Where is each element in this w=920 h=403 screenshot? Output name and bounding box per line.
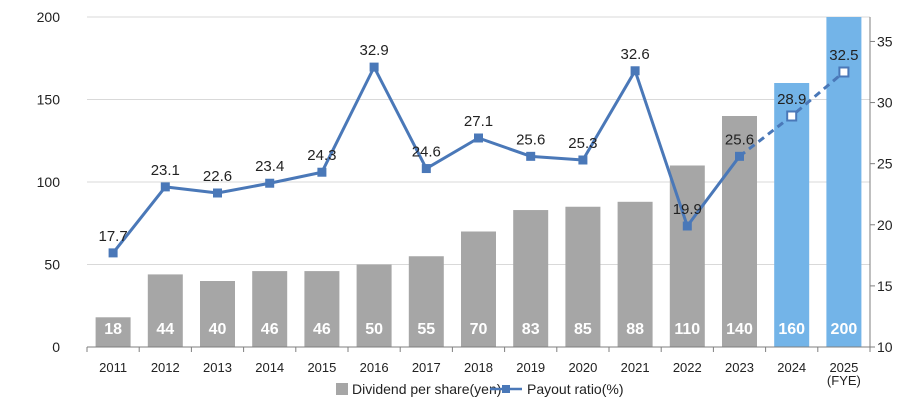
- x-axis-tick-label-2025: 2025: [829, 360, 858, 375]
- payout-value-label-2012: 23.1: [151, 162, 180, 179]
- payout-value-label-2021: 32.6: [620, 46, 649, 63]
- right-axis-tick-label: 25: [877, 156, 893, 172]
- payout-value-label-2024: 28.9: [777, 91, 806, 108]
- x-axis-tick-label-2023: 2023: [725, 360, 754, 375]
- payout-value-label-2020: 25.3: [568, 135, 597, 152]
- payout-value-label-2015: 24.3: [307, 147, 336, 164]
- payout-value-label-2013: 22.6: [203, 168, 232, 185]
- bar-value-label-2024: 160: [778, 321, 805, 338]
- payout-value-label-2025: 32.5: [829, 47, 858, 64]
- data-labels: 18 44 40 46 46 50 55 70 83 85 88 110 140 160 200 17.7 23…: [98, 42, 858, 338]
- bar-2017: [408, 256, 444, 347]
- payout-point-2015: [317, 167, 327, 177]
- bar-value-label-2018: 70: [470, 321, 488, 338]
- payout-point-2016: [369, 62, 379, 72]
- legend-label-dividend: Dividend per share(yen): [352, 381, 501, 397]
- x-axis-tick-label-2022: 2022: [673, 360, 702, 375]
- payout-value-label-2014: 23.4: [255, 158, 284, 175]
- legend-swatch-dividend: [336, 383, 348, 395]
- payout-point-2023: [735, 151, 744, 161]
- payout-value-label-2022: 19.9: [673, 201, 702, 218]
- legend-label-payout: Payout ratio(%): [527, 381, 623, 397]
- bar-value-label-2017: 55: [417, 321, 435, 338]
- x-axis-tick-label-2020: 2020: [568, 360, 597, 375]
- bar-2011: [95, 317, 131, 347]
- payout-point-2021: [630, 66, 640, 76]
- bar-2019: [513, 210, 549, 347]
- payout-point-2011: [108, 248, 118, 258]
- payout-value-label-2019: 25.6: [516, 131, 545, 148]
- payout-ratio-line: [108, 62, 850, 258]
- x-axis-tick-label-2011: 2011: [99, 360, 127, 375]
- legend-swatch-payout-marker: [502, 385, 510, 393]
- bar-value-label-2022: 110: [674, 321, 700, 338]
- bar-value-label-2014: 46: [261, 321, 279, 338]
- x-axis-tick-label-2019: 2019: [516, 360, 545, 375]
- x-axis-tick-label-2015: 2015: [307, 360, 336, 375]
- right-axis-tick-label: 15: [877, 278, 893, 294]
- bar-2016: [356, 264, 392, 347]
- legend: Dividend per share(yen) Payout ratio(%): [336, 381, 623, 397]
- bar-value-label-2021: 88: [626, 321, 644, 338]
- x-axis-tick-note: (FYE): [827, 373, 861, 388]
- bar-2021: [617, 201, 653, 347]
- x-axis-tick-label-2013: 2013: [203, 360, 232, 375]
- x-axis-tick-label-2017: 2017: [412, 360, 441, 375]
- payout-point-2018: [474, 133, 483, 143]
- bar-2023: [722, 116, 757, 347]
- bar-2012: [147, 274, 183, 347]
- x-axis-tick-label-2024: 2024: [777, 360, 806, 375]
- left-axis-tick-label: 150: [37, 92, 61, 108]
- left-axis-tick-label: 50: [44, 257, 60, 273]
- bar-value-label-2016: 50: [365, 321, 383, 338]
- right-axis-tick-label: 35: [877, 33, 893, 49]
- payout-value-label-2016: 32.9: [359, 42, 388, 59]
- payout-point-2019: [526, 151, 536, 161]
- x-axis-tick-label-2018: 2018: [464, 360, 493, 375]
- bar-value-label-2023: 140: [726, 321, 753, 338]
- bar-2013: [200, 281, 235, 347]
- x-axis-tick-label-2014: 2014: [255, 360, 284, 375]
- payout-point-2012: [160, 182, 170, 192]
- bar-2015: [304, 271, 340, 347]
- right-axis-tick-label: 10: [877, 339, 893, 355]
- payout-value-label-2018: 27.1: [464, 113, 493, 130]
- bar-2024: [774, 83, 810, 347]
- bar-value-label-2019: 83: [522, 321, 540, 338]
- bar-2020: [565, 206, 601, 347]
- left-axis-tick-label: 0: [52, 339, 60, 355]
- bar-value-label-2020: 85: [574, 321, 592, 338]
- right-axis-tick-label: 20: [877, 217, 893, 233]
- left-axis-tick-label: 100: [37, 174, 61, 190]
- payout-point-2020: [578, 155, 588, 165]
- left-axis-tick-label: 200: [37, 9, 61, 25]
- bar-2014: [252, 271, 288, 347]
- bar-value-label-2011: 18: [104, 321, 122, 338]
- payout-point-2013: [213, 188, 222, 198]
- x-axis-tick-label-2012: 2012: [151, 360, 180, 375]
- bar-value-label-2012: 44: [156, 321, 174, 338]
- bar-value-label-2025: 200: [831, 321, 858, 338]
- payout-point-2014: [265, 178, 275, 188]
- payout-value-label-2023: 25.6: [725, 131, 754, 148]
- right-axis-tick-label: 30: [877, 95, 893, 111]
- payout-point-2024: [786, 110, 798, 122]
- payout-value-label-2017: 24.6: [412, 144, 441, 161]
- payout-point-2017: [421, 164, 431, 174]
- x-axis-tick-label-2016: 2016: [360, 360, 389, 375]
- payout-point-2025: [838, 66, 850, 78]
- payout-point-2022: [682, 221, 692, 231]
- x-axis-tick-label-2021: 2021: [621, 360, 650, 375]
- dividend-bars: [95, 17, 862, 347]
- bar-value-label-2013: 40: [209, 321, 227, 338]
- payout-value-label-2011: 17.7: [98, 228, 127, 245]
- bar-value-label-2015: 46: [313, 321, 331, 338]
- bar-2018: [461, 231, 496, 347]
